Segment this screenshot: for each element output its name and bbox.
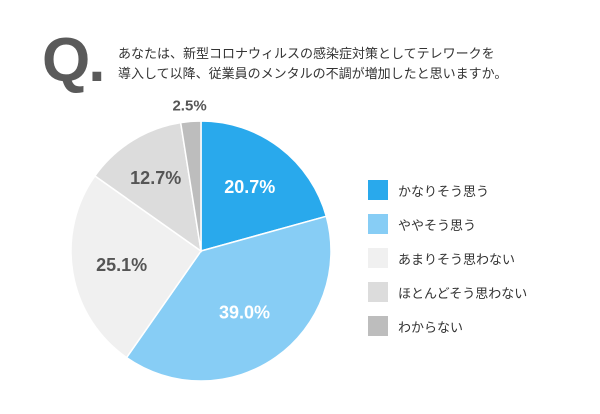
legend-label-2: あまりそう思わない	[398, 252, 516, 268]
pie-label-0: 20.7%	[224, 177, 275, 197]
pie-slice-1	[125, 215, 332, 382]
legend-swatch-0	[368, 180, 388, 200]
pie-slice-2	[70, 174, 203, 359]
pie-label-2: 25.1%	[96, 255, 147, 275]
legend-swatch-4	[368, 316, 388, 336]
legend: かなりそう思う ややそう思う あまりそう思わない ほとんどそう思わない わからな…	[368, 180, 527, 350]
question-mark-q: Q.	[42, 26, 105, 95]
legend-label-0: かなりそう思う	[398, 184, 490, 200]
pie-label-1: 39.0%	[219, 303, 270, 323]
legend-item-1: ややそう思う	[368, 214, 527, 234]
legend-label-4: わからない	[398, 320, 464, 336]
legend-swatch-1	[368, 214, 388, 234]
question-line-1: あなたは、新型コロナウィルスの感染症対策としてテレワークを	[118, 47, 495, 62]
pie-slices	[70, 120, 332, 382]
question-line-2: 導入して以降、従業員のメンタルの不調が増加したと思いますか。	[118, 67, 508, 82]
legend-item-3: ほとんどそう思わない	[368, 282, 527, 302]
legend-swatch-2	[368, 248, 388, 268]
legend-label-3: ほとんどそう思わない	[398, 286, 528, 302]
legend-item-0: かなりそう思う	[368, 180, 527, 200]
pie-slice-3	[93, 121, 203, 253]
legend-item-4: わからない	[368, 316, 527, 336]
pie-labels: 20.7% 39.0% 25.1% 12.7% 2.5%	[96, 97, 275, 322]
pie-slice-4	[179, 120, 202, 252]
question-text: あなたは、新型コロナウィルスの感染症対策としてテレワークを 導入して以降、従業員…	[118, 45, 507, 85]
legend-item-2: あまりそう思わない	[368, 248, 527, 268]
pie-label-4: 2.5%	[172, 97, 206, 114]
pie-slice-0	[200, 120, 328, 252]
pie-label-3: 12.7%	[130, 168, 181, 188]
legend-swatch-3	[368, 282, 388, 302]
legend-label-1: ややそう思う	[398, 218, 477, 234]
